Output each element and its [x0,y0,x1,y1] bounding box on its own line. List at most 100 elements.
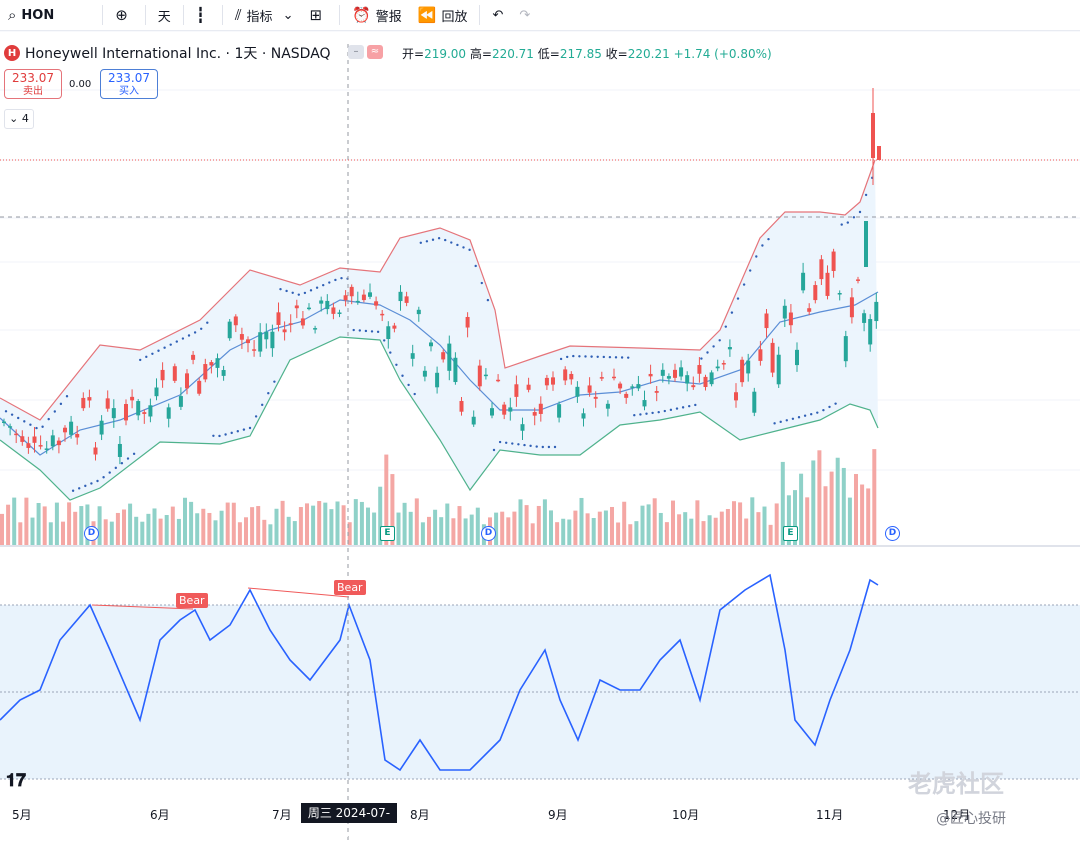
approx-icon[interactable]: ≈ [367,45,383,59]
volume-bar [67,502,72,545]
symbol-label: HON [21,7,55,23]
sar-dot [810,413,813,416]
candle-body [441,352,446,360]
sar-dot [102,476,105,479]
indicators-button[interactable]: ⫽ 指标 ⌄ [227,0,302,31]
candle-body [538,403,543,414]
candle-body [124,404,128,421]
sell-button[interactable]: 233.07 卖出 [4,69,62,99]
volume-bar [561,518,566,545]
rsi-line [0,573,879,772]
layouts-button[interactable]: ⊞ [301,0,335,31]
candle-body [87,397,92,401]
dividend-marker[interactable]: D [84,526,99,541]
candle-body [337,312,342,314]
dividend-marker[interactable]: D [885,526,900,541]
sar-dot [620,356,624,359]
sar-dot [10,413,14,416]
volume-bar [603,510,608,545]
sar-dot [444,238,447,242]
candle-body [679,367,684,377]
high-label: 高= [469,47,492,61]
volume-bar [451,518,456,545]
x-tick-label: 9月 [548,808,568,822]
sar-dot [828,405,831,409]
volume-bar [36,502,41,545]
candle-body [288,323,293,325]
candle-body [819,259,824,280]
alerts-button[interactable]: ⏰ 警报 [344,0,410,31]
candle-body [264,331,269,340]
sar-dot [584,355,587,358]
candle-body [526,384,531,390]
interval-button[interactable]: 天 [157,9,171,25]
sar-dot [96,479,99,483]
compare-button[interactable]: ⊕ [107,0,141,31]
grid-lines [0,30,1080,547]
redo-button[interactable]: ↷ [511,0,538,31]
sar-dot [35,426,38,430]
volume-bar [725,508,730,545]
earnings-marker[interactable]: E [783,526,798,541]
candle-body [740,359,745,383]
collapse-indicators-button[interactable]: ⌄ 4 [4,109,34,129]
candle-body [843,336,848,362]
candle-body [685,375,690,384]
sar-dot [712,345,715,348]
candle-body [148,405,153,417]
sar-dot [383,339,386,342]
candle-body [709,372,714,385]
candle-body [392,325,397,329]
volume-bar [140,521,145,545]
sar-dot [749,269,752,272]
volume-bar [164,515,169,545]
sar-dot [309,289,313,292]
earnings-marker[interactable]: E [380,526,395,541]
volume-bar [780,461,785,545]
replay-button[interactable]: ⏪ 回放 [410,0,476,31]
replay-label: 回放 [441,9,468,25]
candle-body [252,349,257,351]
sar-dot [767,237,770,241]
sar-dot [486,298,490,302]
buy-button[interactable]: 233.07 买入 [100,69,158,99]
chart-type-button[interactable]: ┇ [188,0,218,31]
candle-body [636,384,641,389]
candle-body [2,421,6,424]
sar-dot [627,356,630,359]
dividend-marker[interactable]: D [481,526,496,541]
sar-dot [431,238,435,241]
volume-bar [317,501,322,545]
volume-bar [640,505,645,545]
sar-dot [59,402,63,406]
volume-bars [0,449,877,545]
candle-body [300,318,305,326]
candle-body [435,372,440,388]
sar-dot [114,466,118,470]
plus-circle-icon: ⊕ [115,6,128,24]
volume-bar [475,507,480,545]
sar-dot [328,281,331,284]
volume-bar [311,505,316,545]
volume-bar [347,522,352,545]
candle-body [544,377,549,386]
volume-bar [97,506,102,545]
volume-bar [158,518,163,545]
sar-dot [151,352,154,355]
candle-body [319,300,324,304]
volume-bar [860,484,865,545]
candle-body [270,331,275,349]
undo-button[interactable]: ↶ [484,0,511,31]
volume-bar [683,512,688,545]
company-logo-icon: H [4,45,20,61]
sar-dot [645,412,648,415]
x-tick-label: 11月 [816,808,844,822]
redo-icon: ↷ [519,7,531,23]
symbol-search[interactable]: ⌕ HON [0,0,62,31]
volume-bar [500,511,505,545]
sar-dot [773,422,776,425]
candle-body [130,396,135,401]
candle-body [56,440,61,446]
minus-icon[interactable]: – [348,45,364,59]
